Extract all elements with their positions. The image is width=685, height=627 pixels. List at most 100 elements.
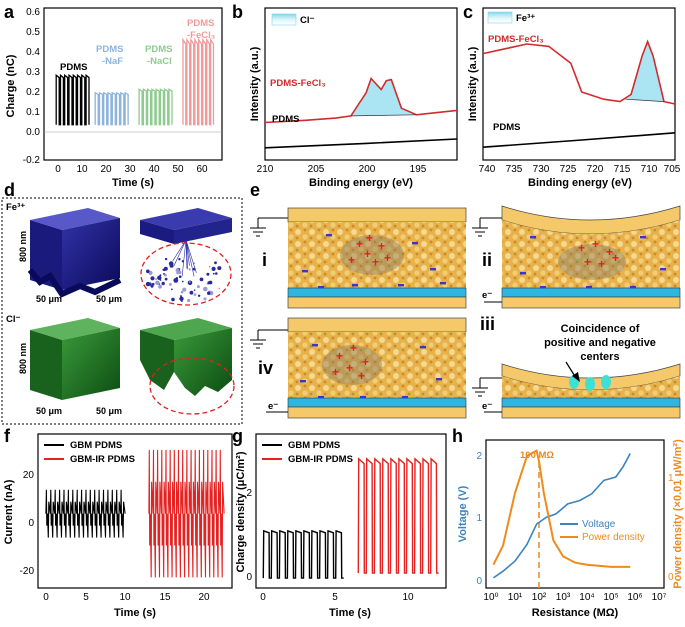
fe-dot: [178, 258, 181, 261]
fe-dot: [175, 268, 180, 272]
legend-swatch-b: [271, 13, 297, 26]
fe-streak: [185, 239, 188, 269]
x-tick-label: 10³: [556, 592, 571, 603]
top-electrode: [287, 207, 467, 223]
highlight-circle-fe: [140, 242, 232, 306]
step-ii: e⁻ ii: [472, 205, 681, 309]
dielectric-layer: [501, 397, 681, 408]
y-axis-label-f: Current (nA): [3, 479, 15, 544]
y-tick-label: 2: [476, 451, 482, 462]
fe-dot: [162, 268, 165, 271]
cube-left: [30, 220, 62, 290]
curve-pdms-b: [264, 138, 458, 149]
negative-charge: [302, 270, 308, 273]
foam-layer-compressed: [502, 376, 680, 398]
cube-right: [62, 328, 120, 400]
legend-text: GBM PDMS: [70, 440, 122, 451]
cube-left: [30, 330, 62, 400]
charge-center: [601, 375, 611, 389]
fe-streak: [185, 239, 195, 277]
y-tick-label: 0: [28, 518, 34, 529]
fe-dot: [161, 281, 165, 286]
y-tick-label: 0: [246, 572, 252, 583]
positive-charge: +: [366, 231, 373, 245]
fe-dot: [158, 284, 163, 289]
fe-dot: [155, 278, 158, 281]
legend-text: GBM PDMS: [288, 440, 340, 451]
fe-dot: [173, 278, 179, 283]
fe-dot: [217, 266, 222, 271]
y2-tick-label: 0: [668, 572, 674, 583]
cube-top: [30, 208, 120, 230]
x-tick-label: 720: [587, 164, 604, 175]
curve-label-pdms-fecl3-b: PDMS-FeCl₃: [270, 78, 326, 89]
fe-dot: [214, 261, 217, 265]
negative-charge: [360, 396, 366, 399]
fe-dot: [163, 266, 168, 271]
bottom-electrode: [287, 406, 467, 419]
cl-cube-solid: [30, 318, 120, 400]
fe-streak: [185, 239, 190, 266]
y-axis-label-c: Intensity (a.u.): [467, 46, 479, 121]
legend-text: Voltage: [582, 519, 616, 530]
panel-a: a -0.2 0.0 0.1 0.2 0.3 0.4 0.5 0.6 0 10 …: [4, 2, 223, 189]
panel-label-f: f: [4, 426, 11, 446]
fe-streak: [173, 239, 187, 266]
x-axis-label-h: Resistance (MΩ): [532, 607, 619, 619]
negative-charge: [318, 286, 324, 289]
annotation-line-2: positive and negative: [544, 337, 656, 349]
fe-dot: [180, 295, 182, 298]
positive-charge: +: [598, 257, 605, 271]
x-tick-label: 20: [198, 592, 210, 603]
negative-charge: [530, 236, 536, 239]
defect-region: [322, 345, 382, 385]
positive-charge: +: [348, 253, 355, 267]
curve-pdms-fecl3-c: [482, 39, 676, 105]
cube-top: [30, 318, 120, 340]
positive-charge: +: [356, 237, 363, 251]
y-axis-label-a: Charge (nC): [5, 54, 17, 117]
electron-label: e⁻: [482, 290, 492, 301]
fe-dot: [193, 289, 196, 292]
fe-dot: [188, 268, 191, 271]
negative-charge: [540, 286, 546, 289]
cube-left: [140, 220, 174, 244]
series-label-naf-2: -NaF: [102, 56, 123, 67]
y-ticks-a: -0.2 0.0 0.1 0.2 0.3 0.4 0.5 0.6: [23, 7, 41, 166]
charge-center: [585, 377, 595, 391]
plot-frame-c: [482, 7, 676, 161]
x-axis-label-a: Time (s): [112, 177, 154, 189]
fe-dot: [188, 281, 191, 283]
panel-h: h 100 MΩ Voltage Power density 0 1 2 0 1…: [452, 426, 684, 619]
charge-series-1: [357, 457, 439, 574]
x-tick-label: 730: [533, 164, 550, 175]
current-series-1: [148, 449, 225, 578]
plot-frame-a: [43, 7, 223, 161]
dielectric-layer: [287, 397, 467, 408]
series-a: [55, 37, 215, 126]
y-tick-label: 0: [476, 576, 482, 587]
positive-charge: +: [372, 255, 379, 269]
y-tick-label: 0.5: [26, 27, 40, 38]
positive-charge: +: [384, 251, 391, 265]
scale-label: 50 μm: [36, 294, 62, 304]
x-tick-label: 740: [479, 164, 496, 175]
fe-dot: [199, 277, 204, 282]
positive-charge: +: [346, 361, 353, 375]
fe-dot: [215, 272, 218, 275]
fe-dot: [155, 280, 160, 285]
fe-dot: [178, 275, 182, 279]
positive-charge: +: [612, 251, 619, 265]
ion-label-cl: Cl⁻: [6, 314, 21, 325]
y-tick-label: 20: [23, 470, 35, 481]
top-electrode: [287, 317, 467, 333]
x-tick-label: 5: [83, 592, 89, 603]
fe-dot: [193, 293, 197, 296]
series-label-fecl3-1: PDMS: [187, 18, 214, 29]
charges: + +++ ++++ +++ + ++++ ++ +: [300, 231, 666, 399]
x-tick-label: 10⁵: [603, 592, 618, 603]
cube-left: [140, 330, 174, 390]
foam-layer: [502, 220, 680, 288]
negative-charge: [318, 396, 324, 399]
